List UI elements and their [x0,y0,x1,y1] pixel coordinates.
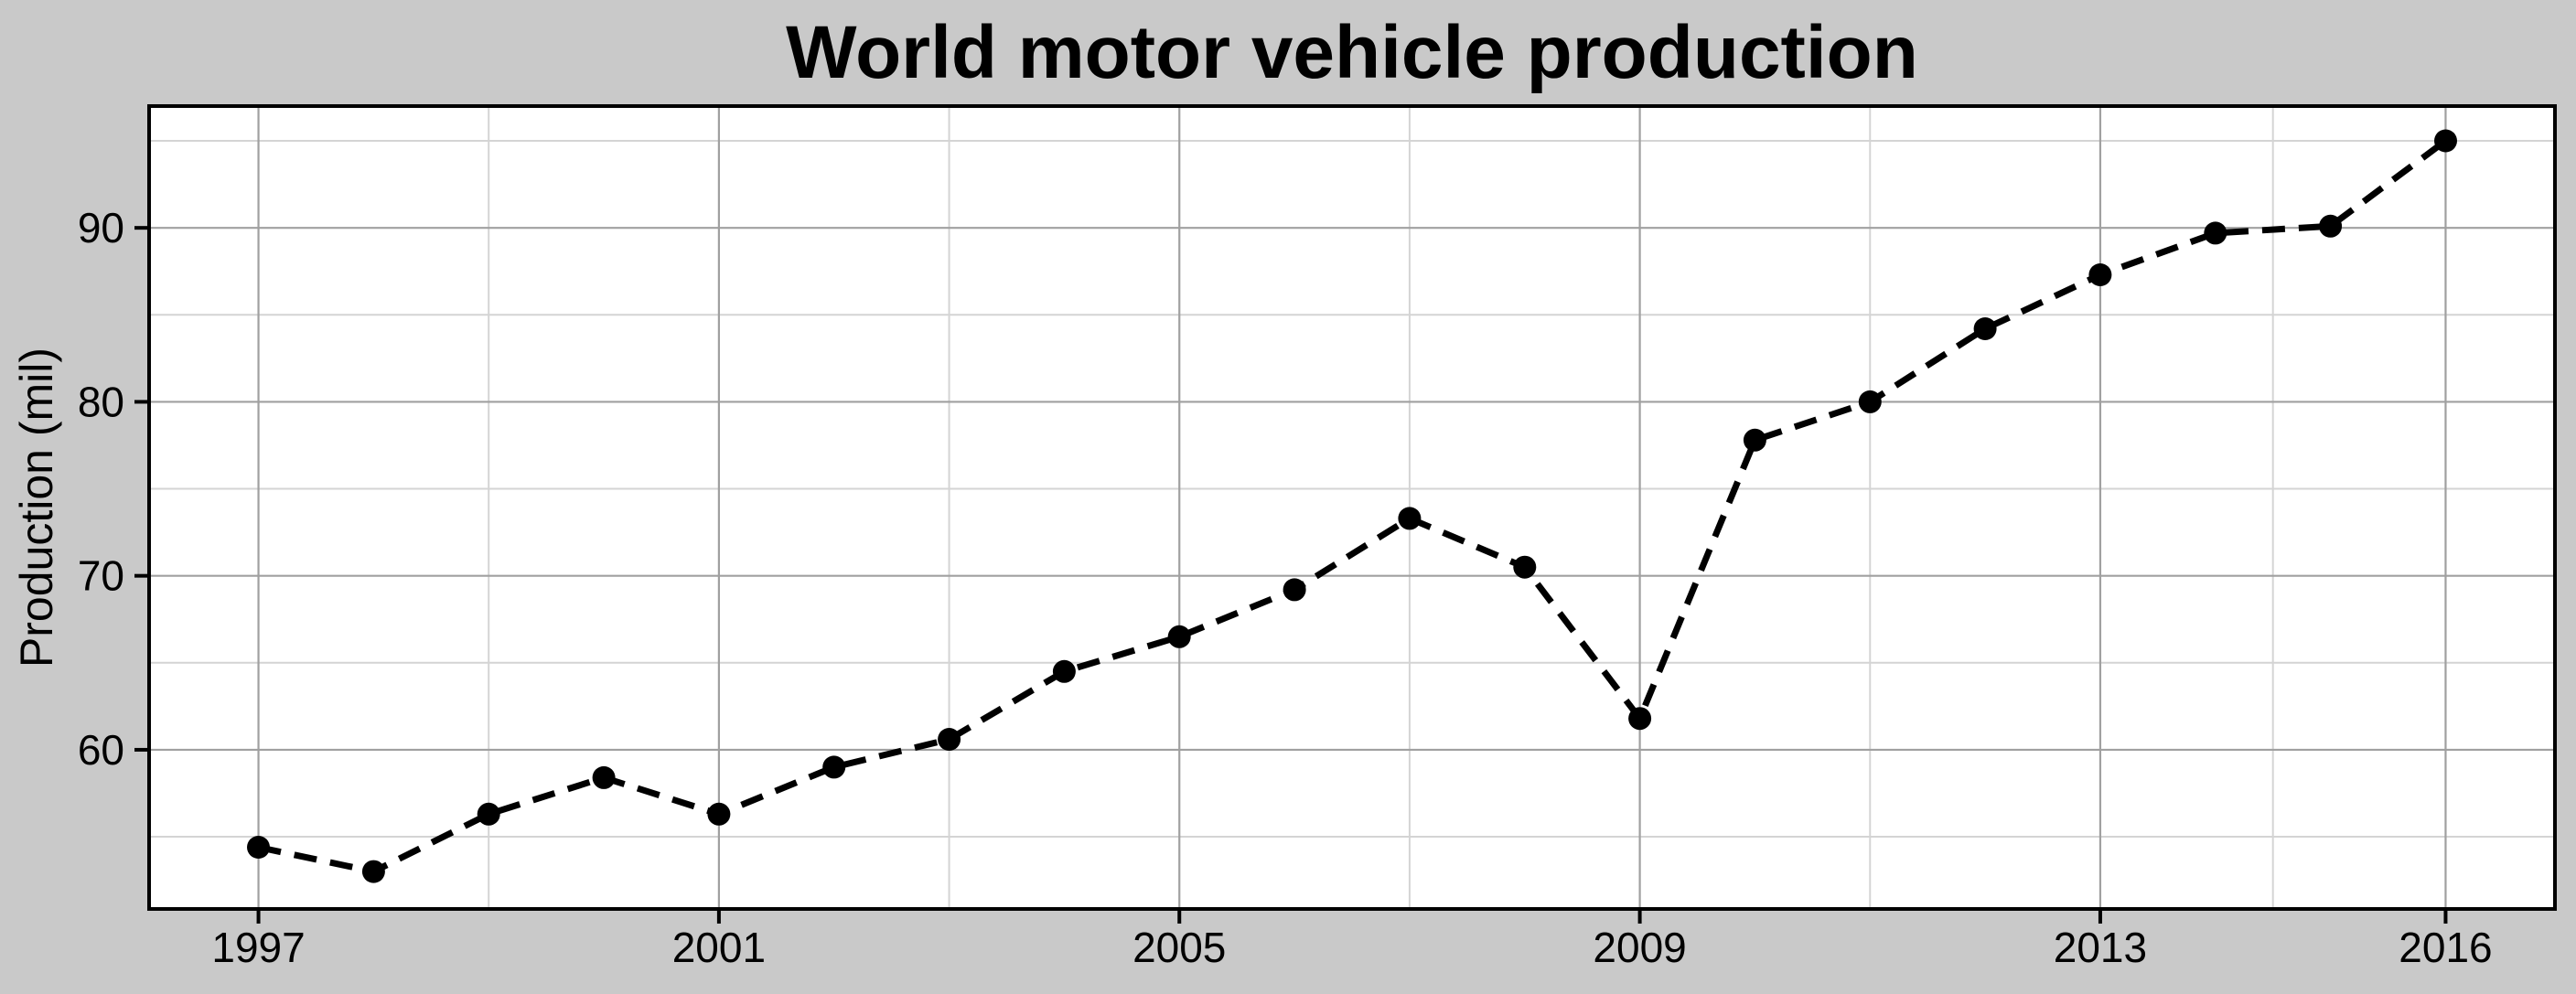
data-point [592,765,616,789]
x-tick-label: 2009 [1593,924,1686,971]
y-tick-label: 80 [78,378,124,425]
data-point [477,802,500,826]
data-point [1628,707,1652,731]
chart-title: World motor vehicle production [786,11,1918,94]
x-tick-label: 2016 [2399,924,2492,971]
data-point [247,836,270,859]
data-point [2319,214,2343,238]
y-tick-label: 60 [78,726,124,774]
data-point [2088,263,2112,286]
data-point [1398,507,1422,530]
y-tick-label: 70 [78,552,124,600]
data-point [822,755,846,779]
x-tick-label: 1997 [211,924,305,971]
x-tick-label: 2005 [1132,924,1226,971]
data-line [257,138,2448,875]
data-point [1283,578,1306,602]
data-point [1858,390,1882,413]
data-point [938,728,961,751]
data-point [1513,555,1537,579]
x-tick-label: 2001 [672,924,766,971]
x-tick-label: 2013 [2054,924,2147,971]
data-point [1973,317,1997,340]
data-point [1167,625,1191,648]
panel-border [147,104,2557,911]
data-point [707,802,731,826]
data-point [2434,129,2457,153]
data-point [1743,428,1766,452]
data-point [361,860,385,883]
y-tick-label: 90 [78,204,124,251]
data-point [2204,221,2227,245]
plot-panel [149,106,2555,909]
data-point [1052,659,1076,683]
